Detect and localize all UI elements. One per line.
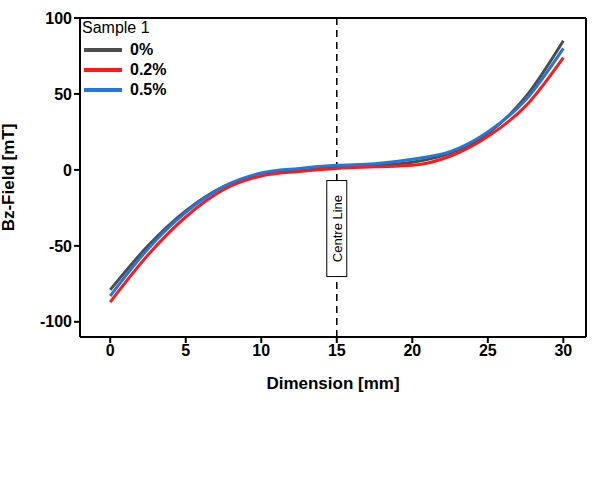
svg-text:Centre Line: Centre Line (330, 195, 345, 262)
svg-text:-50: -50 (49, 238, 72, 255)
svg-text:30: 30 (554, 342, 572, 359)
svg-text:0: 0 (106, 342, 115, 359)
svg-text:-100: -100 (40, 313, 72, 330)
svg-text:100: 100 (45, 10, 72, 27)
html-text:Sample 1: Sample 1 (82, 19, 150, 36)
svg-text:Dimension [mm]: Dimension [mm] (266, 374, 399, 393)
svg-text:50: 50 (54, 86, 72, 103)
svg-text:Bz-Field [mT]: Bz-Field [mT] (0, 124, 18, 232)
svg-text:0: 0 (63, 162, 72, 179)
html-text:0%: 0% (130, 41, 154, 58)
svg-text:10: 10 (252, 342, 270, 359)
svg-text:20: 20 (403, 342, 421, 359)
svg-text:5: 5 (181, 342, 190, 359)
svg-text:25: 25 (479, 342, 497, 359)
html-text:0.2%: 0.2% (130, 61, 167, 78)
svg-text:15: 15 (328, 342, 346, 359)
html-text:0.5%: 0.5% (130, 81, 167, 98)
